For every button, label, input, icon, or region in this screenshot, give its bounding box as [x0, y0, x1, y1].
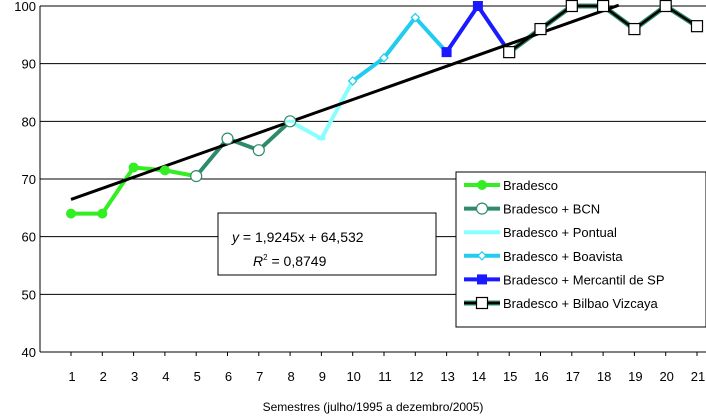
equation-text: y = 1,9245x + 64,532	[231, 229, 364, 245]
series-line-3	[351, 15, 449, 83]
data-point-s0-2	[128, 162, 139, 173]
legend-label-2: Bradesco + Pontual	[503, 225, 617, 240]
y-tick-label-80: 80	[22, 114, 36, 129]
x-tick-label-4: 4	[162, 369, 169, 384]
x-tick-label-13: 13	[440, 369, 454, 384]
x-tick-label-19: 19	[628, 369, 642, 384]
data-point-s4-0	[441, 47, 452, 58]
y-tick-label-40: 40	[22, 345, 36, 360]
data-point-s0-3	[159, 165, 170, 176]
data-point-s1-2	[252, 144, 265, 157]
y-tick-labels: 40 50 60 70 80 90 100	[14, 0, 36, 360]
legend-label-5: Bradesco + Bilbao Vizcaya	[503, 296, 659, 311]
r2-var: R	[253, 253, 263, 269]
data-point-s5-6	[690, 20, 704, 33]
x-tick-label-3: 3	[131, 369, 138, 384]
x-tick-label-15: 15	[503, 369, 517, 384]
x-tick-label-16: 16	[534, 369, 548, 384]
x-tick-label-14: 14	[472, 369, 486, 384]
equation-y-var: y	[231, 229, 240, 245]
data-point-s5-4	[628, 22, 641, 36]
data-point-s3-2	[410, 12, 421, 23]
legend-marker-5	[475, 296, 489, 310]
data-point-s5-0	[503, 46, 516, 59]
equation-box: y = 1,9245x + 64,532 R2 = 0,8749	[217, 212, 437, 276]
data-point-s5-2	[565, 0, 578, 13]
x-tick-label-10: 10	[346, 369, 360, 384]
r2-rest: = 0,8749	[268, 253, 327, 269]
data-point-s3-1	[379, 53, 389, 63]
y-tick-label-90: 90	[22, 57, 36, 72]
series-line-4	[444, 4, 511, 54]
x-tick-label-20: 20	[659, 369, 673, 384]
legend-label-4: Bradesco + Mercantil de SP	[503, 272, 665, 287]
x-tick-label-8: 8	[287, 369, 294, 384]
series-markers	[66, 0, 704, 219]
legend-marker-3	[477, 250, 487, 261]
data-point-s0-0	[66, 208, 76, 219]
data-point-s1-0	[190, 170, 203, 183]
x-tick-labels: 1 2 3 4 5 6 7 8 9 10 11 12 13 14 15 16 17 18 19 20 21	[68, 352, 705, 384]
x-tick-label-5: 5	[194, 369, 201, 384]
equation-box-frame	[217, 212, 437, 276]
x-tick-label-7: 7	[256, 369, 263, 384]
data-point-s4-1	[472, 1, 483, 11]
data-point-s5-1	[534, 22, 547, 36]
data-point-s0-1	[97, 208, 108, 219]
data-point-s5-5	[659, 0, 672, 13]
x-axis-title: Semestres (julho/1995 a dezembro/2005)	[263, 400, 484, 414]
r2-text: R2 = 0,8749	[253, 253, 327, 269]
legend-items: Bradesco Bradesco + BCN Bradesco + Pontual…	[464, 178, 665, 311]
x-tick-label-1: 1	[68, 369, 75, 384]
legend: Bradesco Bradesco + BCN Bradesco + Pontual…	[455, 171, 706, 328]
x-tick-label-18: 18	[597, 369, 611, 384]
legend-label-1: Bradesco + BCN	[503, 202, 600, 217]
legend-marker-0	[477, 180, 487, 190]
x-tick-label-21: 21	[691, 369, 705, 384]
x-tick-label-9: 9	[319, 369, 326, 384]
legend-marker-4	[477, 274, 487, 285]
x-tick-label-6: 6	[225, 369, 232, 384]
data-point-s3-0	[347, 76, 358, 86]
legend-marker-1	[475, 202, 489, 215]
x-tick-label-2: 2	[100, 369, 107, 384]
y-tick-label-70: 70	[22, 172, 36, 187]
y-tick-label-60: 60	[22, 230, 36, 245]
legend-label-3: Bradesco + Boavista	[503, 249, 623, 264]
x-tick-label-17: 17	[566, 369, 580, 384]
x-tick-label-12: 12	[409, 369, 423, 384]
series-line-0	[71, 165, 197, 216]
y-tick-label-50: 50	[22, 287, 36, 302]
x-tick-label-11: 11	[378, 369, 392, 384]
r2-superscript: 2	[263, 253, 268, 262]
data-point-s1-1	[221, 132, 234, 145]
data-point-s5-3	[596, 0, 610, 13]
y-tick-label-100: 100	[14, 0, 36, 14]
equation-rest: = 1,9245x + 64,532	[239, 229, 364, 245]
axes	[39, 6, 706, 353]
series-line-1	[194, 119, 292, 178]
legend-label-0: Bradesco	[503, 178, 558, 193]
